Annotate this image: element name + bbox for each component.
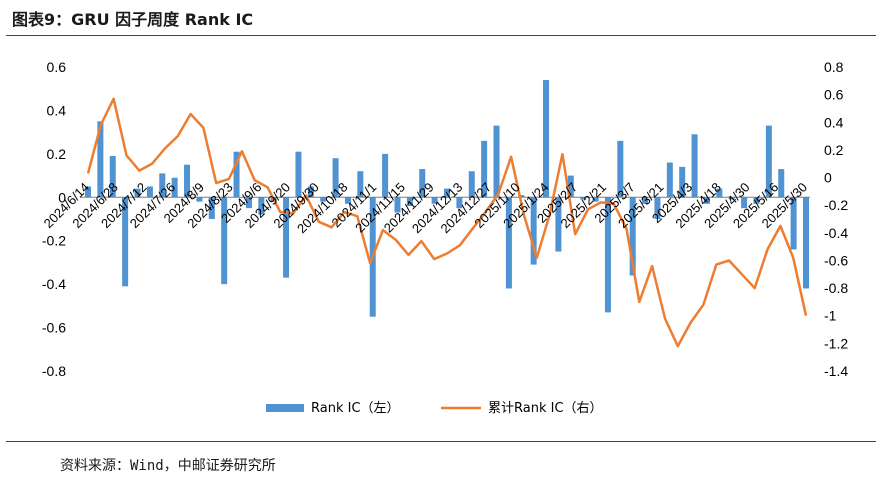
left-axis-ticks: 0.6 0.4 0.2 0 -0.2 -0.4 -0.6 -0.8 [42, 59, 66, 379]
bar [382, 153, 389, 198]
cumulative-line-path [86, 97, 808, 348]
bar [728, 197, 735, 200]
bar [456, 197, 463, 209]
bar [159, 173, 166, 198]
bar [283, 197, 290, 278]
bar [530, 197, 537, 265]
bar [617, 140, 624, 198]
bar [344, 197, 351, 204]
bar [468, 171, 475, 198]
bar [580, 197, 587, 200]
bar [431, 197, 438, 204]
bar [208, 197, 215, 219]
bar [555, 197, 562, 252]
bar [134, 188, 141, 198]
bar [320, 197, 327, 202]
right-tick-label: -0.4 [824, 225, 848, 241]
bar [357, 171, 364, 198]
bar [394, 197, 401, 213]
bar [741, 197, 748, 209]
bar [518, 195, 525, 198]
left-tick-label: 0.2 [47, 146, 67, 162]
bar [765, 125, 772, 198]
bar [332, 158, 339, 198]
bar [258, 197, 265, 215]
bar [679, 166, 686, 198]
bar [592, 197, 599, 202]
bar [604, 197, 611, 313]
legend-bar-swatch [266, 404, 304, 412]
chart-area: 0.60.40.20-0.2-0.4-0.6-0.8 0.80.60.40.20… [41, 59, 849, 416]
right-tick-label: -0.6 [824, 252, 848, 268]
right-tick-label: -0.2 [824, 197, 848, 213]
bar [567, 175, 574, 198]
cumulative-rank-ic-line [86, 97, 808, 348]
header-rule [6, 35, 876, 36]
source-note: 资料来源：Wind，中邮证券研究所 [60, 458, 276, 474]
legend-line-label: 累计Rank IC（右） [488, 401, 603, 416]
left-tick-label: -0.8 [42, 363, 66, 379]
bar [146, 186, 153, 198]
bar [691, 134, 698, 198]
bar [493, 125, 500, 198]
bar [790, 197, 797, 250]
footer-rule [6, 441, 876, 442]
bar [629, 197, 636, 276]
right-tick-label: -1.4 [824, 363, 848, 379]
left-tick-label: 0.4 [47, 102, 67, 118]
bar [716, 188, 723, 198]
right-tick-label: -1.2 [824, 335, 848, 351]
bar [171, 177, 178, 198]
right-tick-label: 0.6 [824, 87, 844, 103]
bar [444, 188, 450, 198]
bar [666, 162, 673, 198]
bar [406, 197, 413, 206]
bar [307, 186, 314, 198]
right-tick-label: 0.4 [824, 114, 844, 130]
bar [703, 197, 710, 204]
bar [109, 156, 116, 198]
bar [505, 197, 512, 289]
bar [221, 197, 228, 285]
left-tick-label: -0.6 [42, 320, 66, 336]
bar [295, 151, 302, 198]
left-tick-label: -0.4 [42, 276, 66, 292]
bar [245, 197, 252, 209]
left-tick-label: 0 [58, 189, 66, 205]
left-tick-label: 0.6 [47, 59, 67, 75]
bar [803, 197, 809, 289]
right-tick-label: 0.2 [824, 142, 844, 158]
right-tick-label: 0.8 [824, 59, 844, 75]
right-tick-label: 0 [824, 170, 832, 186]
bar [419, 169, 426, 198]
right-axis-ticks: 0.8 0.6 0.4 0.2 0 -0.2 -0.4 -0.6 -0.8 -1 -1.2 -1.4 [824, 59, 848, 379]
bar [122, 197, 129, 287]
bar [753, 197, 760, 204]
chart-title: 图表9：GRU 因子周度 Rank IC [12, 10, 254, 29]
bar [654, 197, 661, 219]
bar [642, 197, 649, 204]
right-tick-label: -1 [824, 308, 837, 324]
bar [481, 140, 488, 198]
legend-bar-label: Rank IC（左） [311, 401, 400, 416]
bar [233, 151, 240, 198]
left-tick-label: -0.2 [42, 233, 66, 249]
right-tick-label: -0.8 [824, 280, 848, 296]
bar [97, 121, 104, 198]
bar [778, 169, 785, 198]
legend: Rank IC（左） 累计Rank IC（右） [266, 401, 603, 416]
bar [543, 80, 550, 198]
bar [184, 164, 191, 198]
bar [196, 197, 203, 202]
bar [85, 186, 91, 198]
